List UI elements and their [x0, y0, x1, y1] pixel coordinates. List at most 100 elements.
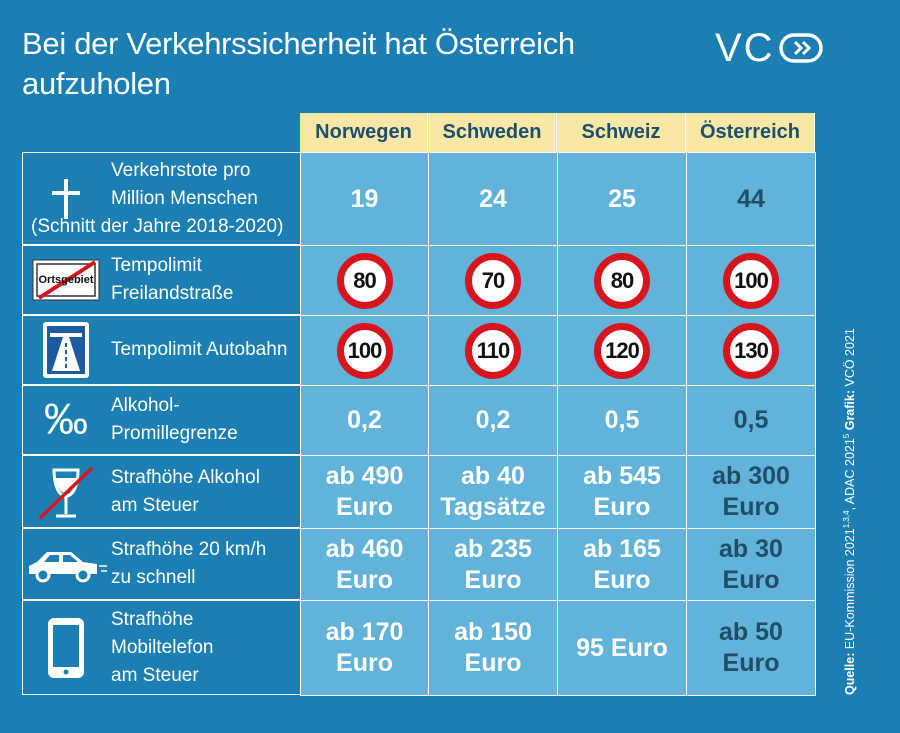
logo: VC: [715, 26, 823, 71]
cell-text: Euro: [336, 493, 393, 521]
cell: 0,5: [686, 385, 816, 456]
icon: [32, 259, 100, 301]
icon-text: ‰: [44, 395, 88, 444]
source-text: EU-Kommission 2021: [843, 528, 858, 653]
cell: 44: [686, 152, 816, 246]
cell: 130: [686, 315, 816, 386]
column-header: Österreich: [686, 113, 815, 152]
cell: 25: [557, 152, 687, 246]
cell: 70: [428, 245, 558, 316]
row-icon: [23, 456, 109, 527]
credit: VCÖ 2021: [843, 328, 858, 390]
cell-text: ab 170: [325, 618, 404, 646]
source-sup: 1,3,4: [842, 510, 851, 529]
row-label: Strafhöhe 20 km/h zu schnell: [22, 528, 301, 600]
cell: ab 165 Euro: [557, 528, 687, 601]
cell-text: Euro: [722, 565, 780, 594]
row-icon: [23, 529, 109, 599]
speed-sign: 100: [723, 252, 779, 309]
icon: [52, 178, 80, 219]
column-header: Schweden: [428, 113, 557, 152]
cell-text: ab 300: [712, 462, 790, 490]
cell-text: Euro: [722, 493, 780, 521]
row-icon: [23, 316, 109, 384]
cell-text: Euro: [464, 565, 522, 594]
cell: 0,2: [300, 385, 429, 456]
speed-sign: 120: [594, 322, 650, 379]
label-line: Strafhöhe 20 km/h: [111, 539, 267, 560]
title: Bei der Verkehrssicherheit hat Österreic…: [22, 24, 575, 104]
cell-text: 0,5: [733, 406, 769, 434]
cell: 100: [686, 245, 816, 316]
speed-sign: 100: [336, 322, 393, 379]
row-label-text: Tempolimit Freilandstraße: [111, 246, 234, 314]
label-line: am Steuer: [111, 664, 199, 686]
label-line: Alkohol-: [111, 395, 180, 416]
row-label-text: Strafhöhe Alkohol am Steuer: [111, 456, 260, 527]
cell-text: Euro: [593, 565, 651, 594]
cell-text: 0,5: [604, 406, 640, 434]
icon-text: Ortsgebiet: [38, 274, 94, 286]
cell: 95 Euro: [557, 600, 687, 696]
cell: 0,2: [428, 385, 558, 456]
cell: 19: [300, 152, 429, 246]
cell-text: Euro: [464, 649, 522, 677]
row-label: Verkehrstote pro Million Menschen (Schnitt…: [22, 152, 301, 245]
speed-sign: 70: [465, 252, 521, 309]
cell: 100: [300, 315, 429, 386]
label-line: Mobiltelefon: [111, 636, 214, 658]
cell: ab 490 Euro: [300, 455, 429, 529]
cell-text: 0,2: [347, 406, 382, 434]
source-text: , ADAC 2021: [843, 438, 858, 511]
row-label: Tempolimit Autobahn: [22, 315, 301, 385]
cell-text: Euro: [336, 649, 393, 677]
cell-text: 95 Euro: [576, 633, 668, 662]
cell-text: ab 490: [325, 462, 404, 490]
cell-text: ab 30: [719, 534, 783, 563]
cell-text: 100: [347, 338, 383, 363]
row-label-text: Verkehrstote pro Million Menschen (Schnitt…: [23, 153, 292, 244]
row-label-text: Strafhöhe Mobiltelefon am Steuer: [111, 601, 213, 694]
cell-text: 130: [734, 338, 769, 363]
row-icon: [23, 153, 109, 244]
cell-text: 0,2: [475, 406, 511, 434]
label-line: Million Menschen: [111, 187, 258, 209]
cell-text: 110: [476, 338, 510, 363]
icon: [43, 322, 89, 378]
label-line: Strafhöhe: [111, 608, 194, 630]
cell-text: 80: [610, 268, 635, 293]
label-line: Tempolimit Autobahn: [111, 339, 288, 360]
cell-text: 70: [481, 268, 506, 293]
row-icon: [23, 601, 109, 694]
row-label-text: Tempolimit Autobahn: [111, 316, 287, 384]
column-header: Schweiz: [557, 113, 686, 152]
cell: ab 300 Euro: [686, 455, 816, 529]
row-label: Strafhöhe Alkohol am Steuer: [22, 455, 301, 528]
cell: ab 50 Euro: [686, 600, 816, 696]
speed-sign: 80: [336, 252, 393, 309]
cell: 80: [300, 245, 429, 316]
cell-text: ab 460: [325, 534, 404, 563]
cell: ab 150 Euro: [428, 600, 558, 696]
source: Quelle: EU-Kommission 20211,3,4, ADAC 20…: [842, 328, 857, 695]
cell: ab 30 Euro: [686, 528, 816, 601]
label-line: Promillegrenze: [111, 423, 238, 444]
cell-text: 80: [353, 268, 377, 293]
row-label-text: Alkohol- Promillegrenze: [111, 386, 238, 454]
cell: ab 235 Euro: [428, 528, 558, 601]
label-line: Verkehrstote pro: [111, 159, 251, 181]
cell-text: 25: [608, 184, 636, 213]
cell: 110: [428, 315, 558, 386]
title-line: Bei der Verkehrssicherheit hat Österreic…: [22, 26, 575, 61]
label-line: (Schnitt der Jahre 2018-2020): [31, 215, 284, 237]
cell-text: ab 40: [461, 462, 525, 490]
cell-text: Euro: [593, 493, 651, 521]
icon: [38, 466, 94, 519]
row-label: Ortsgebiet Tempolimit Freilandstraße: [22, 245, 301, 315]
row-icon: Ortsgebiet: [23, 246, 109, 314]
cell: 24: [428, 152, 558, 246]
cell: 80: [557, 245, 687, 316]
row-label-text: Strafhöhe 20 km/h zu schnell: [111, 529, 266, 599]
label-line: Freilandstraße: [111, 283, 234, 304]
